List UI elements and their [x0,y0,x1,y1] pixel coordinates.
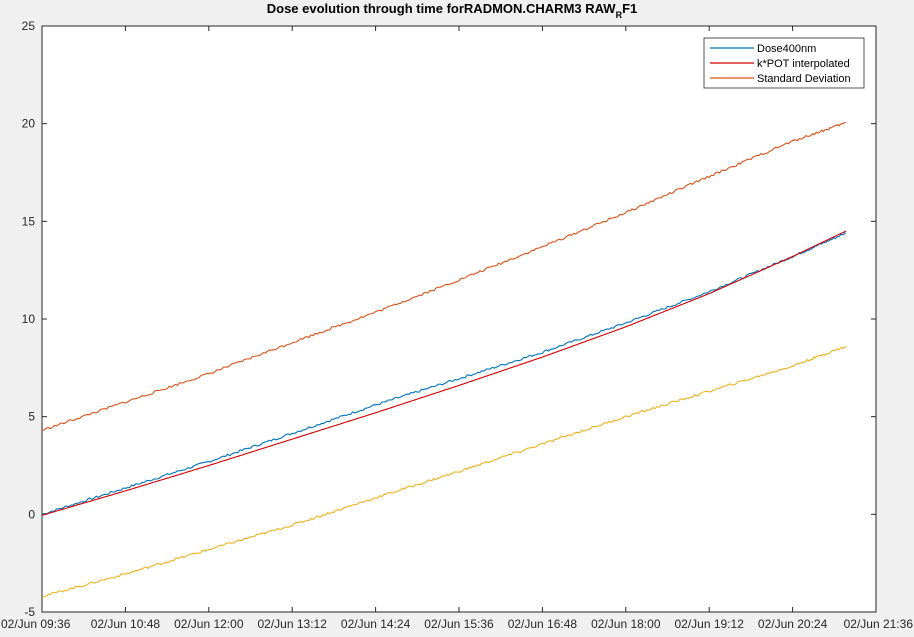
series-layer [41,121,847,598]
x-tick-label: 02/Jun 19:12 [674,617,744,631]
y-tick-label: 0 [28,507,35,521]
y-tick-label: 25 [22,19,36,33]
x-tick-label: 02/Jun 09:36 [1,617,71,631]
x-tick-label: 02/Jun 20:24 [758,617,828,631]
x-tick-label: 02/Jun 18:00 [591,617,661,631]
series-line-1 [41,230,847,516]
chart-title-subscript: R [616,10,623,20]
x-tick-label: 02/Jun 16:48 [508,617,578,631]
legend-label-standard-deviation: Standard Deviation [757,73,851,85]
x-tick-label: 02/Jun 12:00 [174,617,244,631]
y-tick-label: 10 [22,312,36,326]
legend-entry: k*POT interpolated [710,58,850,70]
x-tick-label: 02/Jun 10:48 [91,617,161,631]
x-tick-label: 02/Jun 14:24 [341,617,411,631]
x-tick-label: 02/Jun 13:12 [257,617,327,631]
y-axis: -5 0 5 10 15 20 25 [22,19,876,619]
y-tick-label: 15 [22,214,36,228]
plot-area [41,25,877,613]
legend-label-dose400nm: Dose400nm [757,43,816,55]
series-line-3 [41,345,847,598]
x-tick-label: 02/Jun 21:36 [844,617,914,631]
series-line-2 [41,121,846,431]
legend-entry: Standard Deviation [710,73,851,85]
y-tick-label: 20 [22,117,36,131]
legend[interactable]: Dose400nm k*POT interpolated Standard De… [703,37,865,89]
chart-title-tail: F1 [622,1,637,16]
chart-title: Dose evolution through time forRADMON.CH… [267,1,638,20]
x-tick-label: 02/Jun 15:36 [424,617,494,631]
series-line-0 [41,232,846,515]
y-tick-label: -5 [24,605,35,619]
y-tick-label: 5 [28,410,35,424]
legend-label-kpot-interpolated: k*POT interpolated [757,58,850,70]
x-axis: 02/Jun 09:36 02/Jun 10:48 02/Jun 12:00 02/J… [1,26,913,631]
legend-entry: Dose400nm [710,43,816,55]
